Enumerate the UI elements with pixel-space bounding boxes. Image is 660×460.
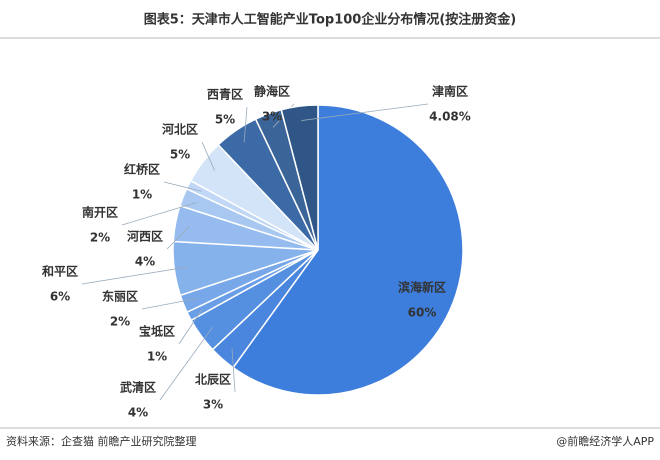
category-label: 武清区 [120,380,156,395]
category-label: 津南区 [432,84,468,99]
category-label: 河北区 [161,122,198,137]
leader-line [178,309,203,345]
chart-title: 图表5：天津市人工智能产业Top100企业分布情况(按注册资金) [144,12,516,28]
value-label: 6% [50,290,70,304]
value-label: 3% [203,398,223,412]
value-label: 2% [110,315,130,329]
leader-line [163,181,202,192]
leader-line [243,106,248,143]
category-label: 滨海新区 [398,280,446,295]
leader-line [121,202,197,226]
category-label: 北辰区 [195,372,231,387]
value-label: 1% [147,350,167,364]
category-label: 静海区 [254,84,290,99]
credit: @前瞻经济学人APP [556,434,654,448]
category-label: 和平区 [41,264,78,279]
category-label: 东丽区 [102,289,138,304]
value-label: 3% [262,110,282,124]
value-label: 1% [132,188,152,202]
category-label: 西青区 [207,87,243,102]
value-label: 4% [135,255,155,269]
pie-slice [232,104,464,396]
value-label: 2% [90,231,110,245]
value-label: 60% [408,306,437,320]
category-label: 河西区 [126,229,163,244]
source: 资料来源：企查猫 前瞻产业研究院整理 [6,434,197,448]
leader-line [166,225,191,250]
leader-line [231,348,236,393]
leader-line [201,141,215,171]
category-label: 红桥区 [124,162,160,177]
value-label: 4.08% [429,110,471,124]
value-label: 5% [215,113,235,127]
leader-line [159,326,213,401]
leader-line [141,298,197,310]
category-label: 宝坻区 [139,324,175,339]
value-label: 5% [170,148,190,162]
category-label: 南开区 [82,205,118,220]
leader-line [301,103,429,121]
leader-line [81,266,189,285]
value-label: 4% [128,406,148,420]
pie-slice [280,104,319,251]
